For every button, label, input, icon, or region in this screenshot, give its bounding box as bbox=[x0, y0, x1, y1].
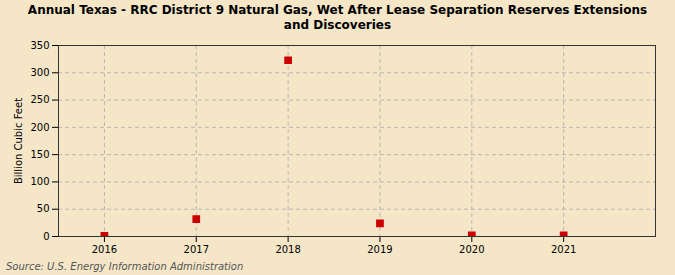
svg-text:250: 250 bbox=[30, 94, 49, 105]
html-text:Source: U.S. Energy Informatio: Source: U.S. Energy Information Administ… bbox=[6, 261, 244, 272]
svg-text:350: 350 bbox=[30, 40, 49, 51]
svg-text:300: 300 bbox=[30, 67, 49, 78]
svg-text:50: 50 bbox=[37, 203, 50, 214]
html-text:Annual Texas - RRC District 9: Annual Texas - RRC District 9 Natural Ga… bbox=[27, 3, 648, 17]
svg-text:2019: 2019 bbox=[367, 244, 392, 255]
svg-text:200: 200 bbox=[30, 122, 49, 133]
svg-text:2016: 2016 bbox=[92, 244, 117, 255]
html-text:and Discoveries: and Discoveries bbox=[283, 18, 392, 32]
svg-text:150: 150 bbox=[30, 149, 49, 160]
svg-text:2018: 2018 bbox=[275, 244, 300, 255]
svg-text:2017: 2017 bbox=[184, 244, 209, 255]
svg-text:Billion Cubic Feet: Billion Cubic Feet bbox=[13, 98, 24, 184]
svg-text:0: 0 bbox=[43, 231, 49, 242]
svg-text:2020: 2020 bbox=[459, 244, 484, 255]
svg-text:100: 100 bbox=[30, 176, 49, 187]
svg-text:2021: 2021 bbox=[551, 244, 576, 255]
